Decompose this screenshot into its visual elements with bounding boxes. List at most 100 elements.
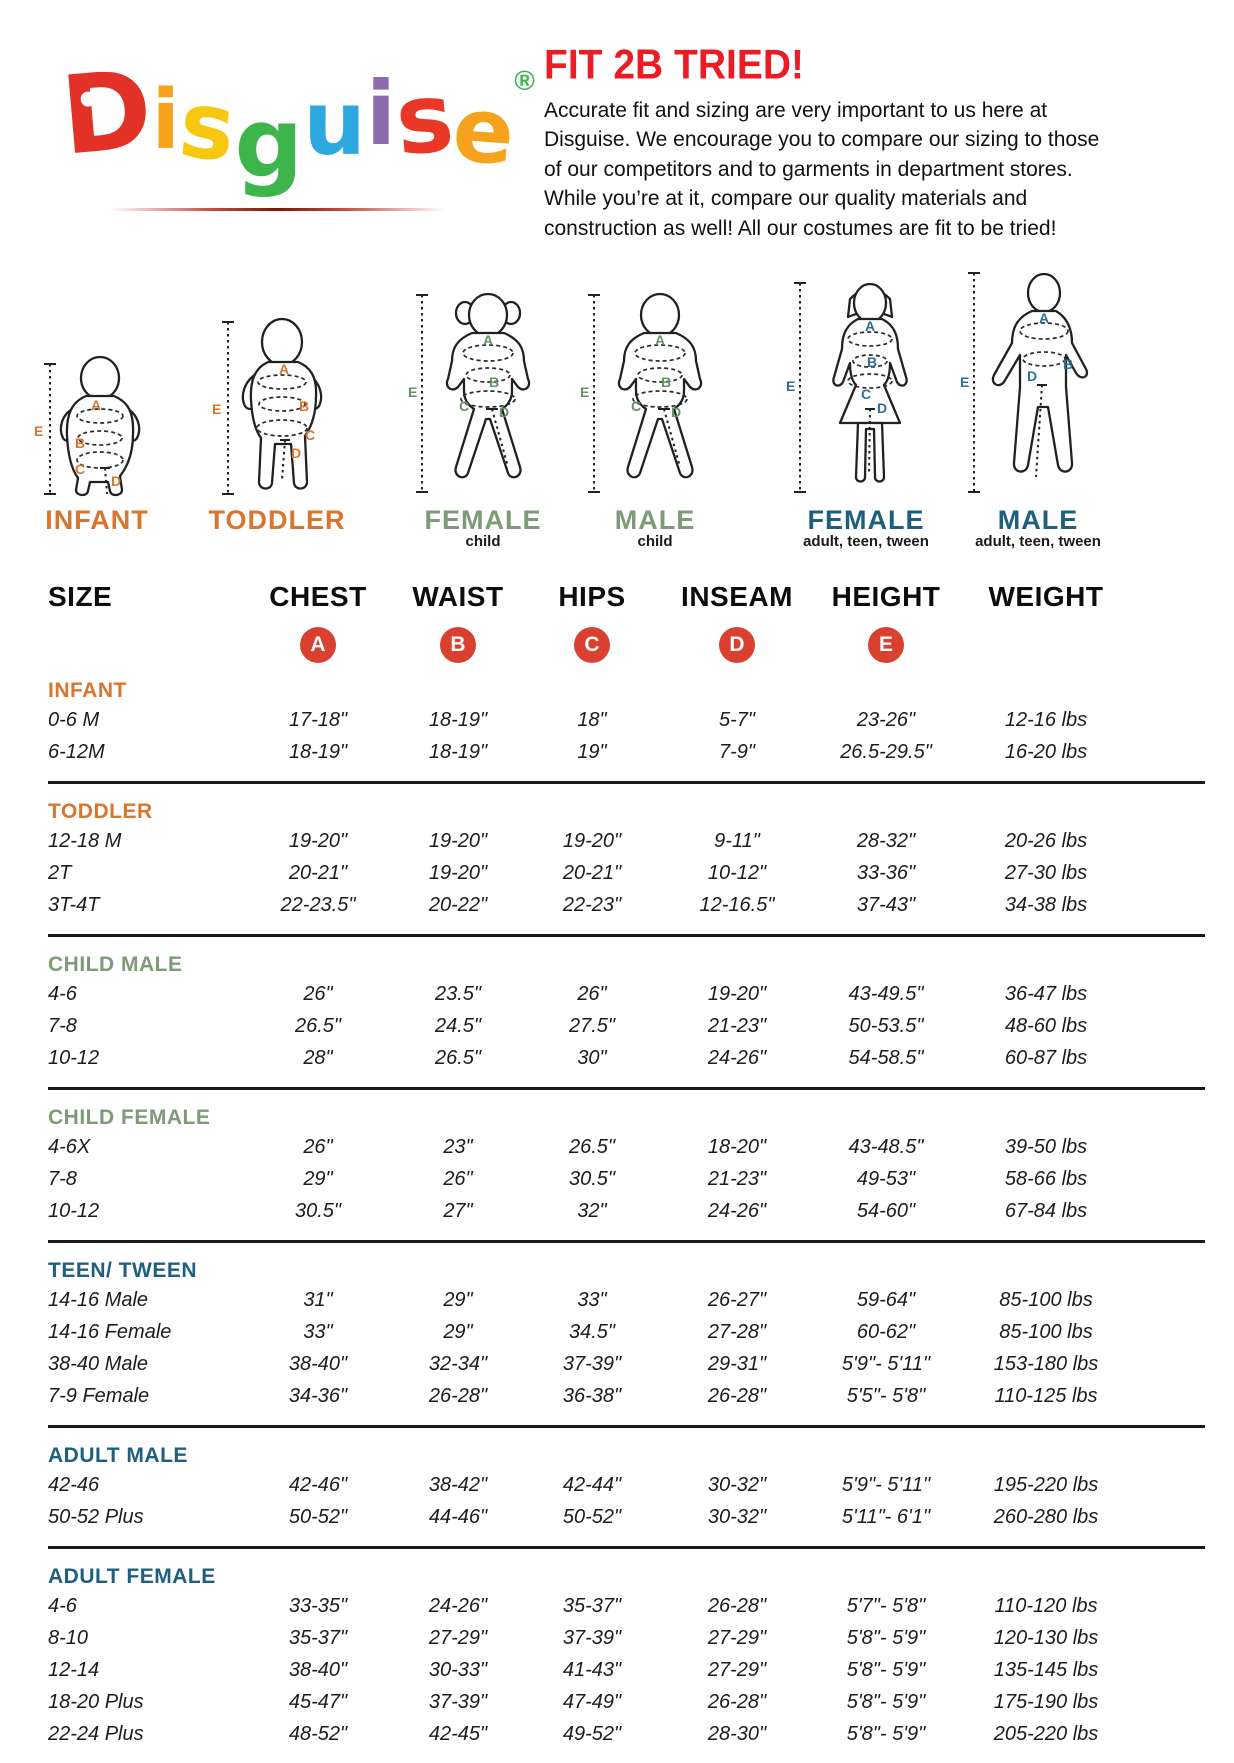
cell-chest: 33" xyxy=(303,1321,333,1344)
table-section: TODDLER 12-18 M 19-20" 19-20" 19-20" 9-11" 28-… xyxy=(48,780,1205,934)
cell-hips: 27.5" xyxy=(568,1015,616,1038)
cell-chest: 42-46" xyxy=(288,1474,348,1497)
table-row: 3T-4T 22-23.5" 20-22" 22-23" 12-16.5" 37-43" 3… xyxy=(48,890,1205,922)
cell-height: 5'8"- 5'9" xyxy=(846,1723,926,1746)
cell-chest: 20-21" xyxy=(288,862,348,885)
cell-waist: 27" xyxy=(443,1200,473,1223)
cell-inseam: 21-23" xyxy=(707,1015,767,1038)
cell-chest: 45-47" xyxy=(288,1691,348,1714)
table-section: ADULT MALE 42-46 42-46" 38-42" 42-44" 30-32" 5… xyxy=(48,1424,1205,1546)
measure-letter-d: D xyxy=(111,473,121,489)
table-row: 18-20 Plus 45-47" 37-39" 47-49" 26-28" 5'8"- … xyxy=(48,1687,1205,1719)
section-header: INFANT xyxy=(48,678,127,702)
cell-waist: 19-20" xyxy=(428,830,488,853)
cell-waist: 24.5" xyxy=(434,1015,482,1038)
cell-height: 43-48.5" xyxy=(848,1136,924,1159)
cell-size: 50-52 Plus xyxy=(48,1506,144,1529)
logo-letter: i xyxy=(365,62,397,165)
cell-waist: 27-29" xyxy=(428,1627,488,1650)
section-header: ADULT FEMALE xyxy=(48,1564,216,1588)
cell-inseam: 30-32" xyxy=(707,1506,767,1529)
table-row: 10-12 28" 26.5" 30" 24-26" 54-58.5" 60-87 lbs xyxy=(48,1043,1205,1075)
table-section: TEEN/ TWEEN 14-16 Male 31" 29" 33" 26-27" 59-6… xyxy=(48,1239,1205,1425)
table-row: 4-6X 26" 23" 26.5" 18-20" 43-48.5" 39-50 lbs xyxy=(48,1132,1205,1164)
cell-size: 0-6 M xyxy=(48,709,100,732)
cell-hips: 34.5" xyxy=(568,1321,616,1344)
measure-letter-e: E xyxy=(408,384,417,400)
measure-letter-c: C xyxy=(631,398,641,414)
cell-hips: 41-43" xyxy=(562,1659,622,1682)
toddler-figure-illustration: E A B C D xyxy=(212,317,323,495)
cell-inseam: 21-23" xyxy=(707,1168,767,1191)
cell-chest: 17-18" xyxy=(288,709,348,732)
female-adult-figure-illustration: E A B C D xyxy=(786,281,908,493)
cell-chest: 50-52" xyxy=(288,1506,348,1529)
measure-letter-a: A xyxy=(1039,310,1049,326)
cell-inseam: 26-27" xyxy=(707,1289,767,1312)
cell-hips: 35-37" xyxy=(562,1595,622,1618)
measure-letter-c: C xyxy=(305,427,315,443)
cell-inseam: 19-20" xyxy=(707,983,767,1006)
cell-height: 33-36" xyxy=(856,862,916,885)
cell-chest: 19-20" xyxy=(288,830,348,853)
cell-weight: 58-66 lbs xyxy=(1004,1168,1088,1191)
measure-letter-d: D xyxy=(1027,368,1037,384)
cell-chest: 22-23.5" xyxy=(280,894,356,917)
cell-waist: 18-19" xyxy=(428,709,488,732)
cell-height: 5'5"- 5'8" xyxy=(846,1385,926,1408)
cell-weight: 135-145 lbs xyxy=(993,1659,1099,1682)
table-row: 14-16 Male 31" 29" 33" 26-27" 59-64" 85-100 lb… xyxy=(48,1285,1205,1317)
figure-sublabel: adult, teen, tween xyxy=(803,532,929,550)
cell-hips: 42-44" xyxy=(562,1474,622,1497)
table-row: 12-14 38-40" 30-33" 41-43" 27-29" 5'8"- 5'9" 1… xyxy=(48,1655,1205,1687)
cell-height: 50-53.5" xyxy=(848,1015,924,1038)
cell-waist: 23.5" xyxy=(434,983,482,1006)
cell-size: 4-6 xyxy=(48,983,77,1006)
table-row: 38-40 Male 38-40" 32-34" 37-39" 29-31" 5'9"- … xyxy=(48,1349,1205,1381)
cell-waist: 23" xyxy=(443,1136,473,1159)
measure-letter-b: B xyxy=(299,398,309,414)
cell-height: 5'9"- 5'11" xyxy=(841,1353,931,1376)
measure-letter-d: D xyxy=(671,404,681,420)
cell-height: 23-26" xyxy=(856,709,916,732)
measure-letter-d: D xyxy=(291,445,301,461)
logo-letter: g xyxy=(234,87,304,199)
measure-badge-row: A B C D E xyxy=(48,626,1205,663)
cell-hips: 19" xyxy=(577,741,607,764)
measure-letter-b: B xyxy=(661,374,671,390)
cell-size: 3T-4T xyxy=(48,894,100,917)
cell-inseam: 26-28" xyxy=(707,1691,767,1714)
cell-inseam: 27-29" xyxy=(707,1659,767,1682)
cell-weight: 16-20 lbs xyxy=(1004,741,1088,764)
cell-waist: 44-46" xyxy=(428,1506,488,1529)
cell-waist: 37-39" xyxy=(428,1691,488,1714)
cell-inseam: 27-28" xyxy=(707,1321,767,1344)
measure-letter-e: E xyxy=(580,384,589,400)
cell-weight: 27-30 lbs xyxy=(1004,862,1088,885)
cell-waist: 32-34" xyxy=(428,1353,488,1376)
measure-letter-c: C xyxy=(861,386,871,402)
cell-waist: 42-45" xyxy=(428,1723,488,1746)
cell-height: 28-32" xyxy=(856,830,916,853)
column-header-height: HEIGHT xyxy=(831,580,941,612)
cell-weight: 85-100 lbs xyxy=(999,1289,1093,1312)
table-row: 2T 20-21" 19-20" 20-21" 10-12" 33-36" 27-30 lb… xyxy=(48,858,1205,890)
cell-weight: 12-16 lbs xyxy=(1004,709,1088,732)
cell-height: 5'11"- 6'1" xyxy=(841,1506,931,1529)
cell-hips: 30.5" xyxy=(568,1168,616,1191)
cell-weight: 153-180 lbs xyxy=(993,1353,1099,1376)
cell-waist: 19-20" xyxy=(428,862,488,885)
cell-hips: 26.5" xyxy=(568,1136,616,1159)
figure-male-child: E A B C D MALE child xyxy=(576,287,734,551)
cell-height: 49-53" xyxy=(856,1168,916,1191)
cell-waist: 38-42" xyxy=(428,1474,488,1497)
cell-weight: 48-60 lbs xyxy=(1004,1015,1088,1038)
cell-waist: 26" xyxy=(443,1168,473,1191)
cell-weight: 60-87 lbs xyxy=(1004,1047,1088,1070)
figure-label: FEMALE xyxy=(807,504,925,535)
cell-weight: 110-125 lbs xyxy=(994,1385,1098,1408)
cell-inseam: 26-28" xyxy=(707,1595,767,1618)
figure-row: E A B C D INFANT E xyxy=(0,251,1234,551)
